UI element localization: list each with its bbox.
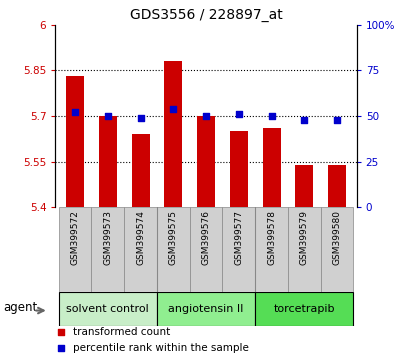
Bar (58, 207, 91, 292)
Bar (66, 76, 84, 207)
Text: angiotensin II: angiotensin II (168, 304, 243, 314)
Point (170, 106, 176, 112)
Bar (327, 165, 345, 207)
Text: torcetrapib: torcetrapib (273, 304, 334, 314)
Bar (58, 292, 157, 326)
Bar (320, 207, 353, 292)
Bar (197, 116, 214, 207)
Bar (91, 207, 124, 292)
Text: GSM399572: GSM399572 (70, 210, 79, 264)
Point (202, 113, 209, 119)
Bar (222, 207, 254, 292)
Point (72, 109, 78, 115)
Text: agent: agent (3, 301, 37, 314)
Title: GDS3556 / 228897_at: GDS3556 / 228897_at (129, 8, 282, 22)
Point (58, 329, 65, 335)
Bar (157, 292, 254, 326)
Point (300, 117, 307, 122)
Text: GSM399573: GSM399573 (103, 210, 112, 265)
Text: solvent control: solvent control (66, 304, 149, 314)
Point (333, 117, 339, 122)
Point (58, 345, 65, 350)
Text: GSM399574: GSM399574 (136, 210, 145, 264)
Bar (99, 116, 117, 207)
Text: GSM399575: GSM399575 (169, 210, 178, 265)
Point (267, 113, 274, 119)
Bar (229, 131, 247, 207)
Point (235, 111, 241, 117)
Text: GSM399577: GSM399577 (234, 210, 243, 265)
Bar (254, 207, 287, 292)
Bar (294, 165, 312, 207)
Point (137, 115, 144, 121)
Text: percentile rank within the sample: percentile rank within the sample (73, 343, 249, 353)
Bar (131, 134, 149, 207)
Bar (189, 207, 222, 292)
Point (104, 113, 111, 119)
Bar (287, 207, 320, 292)
Bar (157, 207, 189, 292)
Text: GSM399576: GSM399576 (201, 210, 210, 265)
Text: transformed count: transformed count (73, 327, 170, 337)
Bar (164, 61, 182, 207)
Bar (254, 292, 353, 326)
Text: GSM399579: GSM399579 (299, 210, 308, 265)
Bar (262, 128, 280, 207)
Bar (124, 207, 157, 292)
Text: GSM399578: GSM399578 (266, 210, 275, 265)
Text: GSM399580: GSM399580 (332, 210, 341, 265)
